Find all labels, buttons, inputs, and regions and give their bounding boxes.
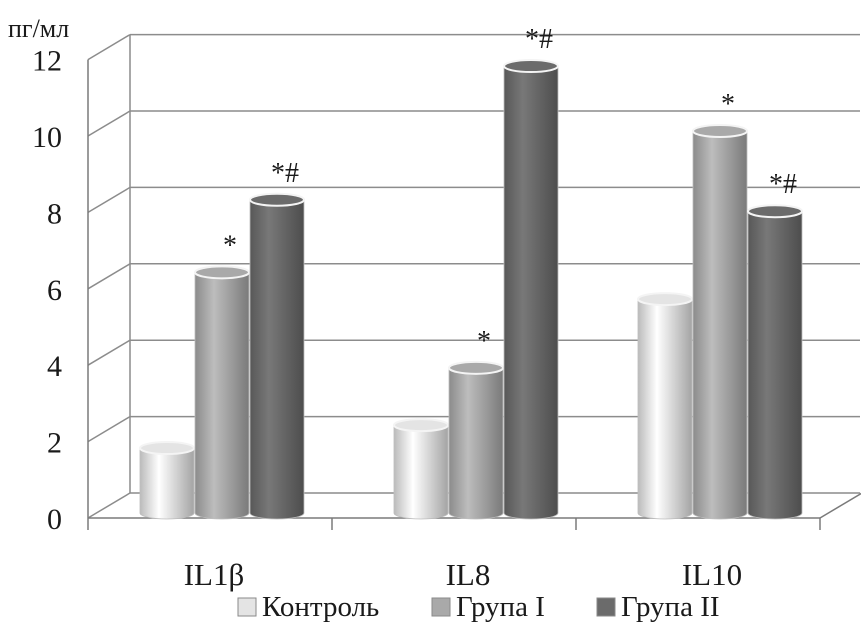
legend-swatch (596, 597, 616, 617)
bar-top-3-2 (503, 59, 559, 74)
significance-mark: * (721, 89, 735, 120)
legend: Контроль Група I Група II (237, 591, 720, 623)
bar-top-3-3 (747, 204, 803, 219)
bar-2-1 (194, 271, 250, 520)
bar-top-1-3 (637, 292, 693, 307)
significance-mark: * (477, 326, 491, 357)
gridline-side (87, 186, 131, 214)
x-axis-categories: IL1β IL8 IL10 (184, 557, 742, 592)
legend-label: Група I (456, 591, 545, 623)
y-tick-label: 2 (47, 427, 62, 460)
gridline-side (87, 263, 131, 290)
legend-label: Контроль (262, 591, 379, 623)
gridline-side (87, 339, 131, 366)
bar-1-3 (637, 298, 693, 520)
y-tick-label: 10 (32, 121, 62, 154)
bar-top-3-1 (249, 192, 305, 207)
bar-top-2-3 (692, 124, 748, 138)
significance-mark: *# (271, 158, 299, 189)
category-label: IL1β (184, 557, 245, 592)
gridline-side (87, 110, 131, 137)
bar-1-1 (139, 447, 195, 520)
gridline-side (87, 492, 131, 519)
bar-2-3 (692, 130, 748, 520)
y-tick-label: 12 (32, 45, 62, 78)
y-tick-label: 4 (47, 350, 62, 383)
significance-marks: * *# * *# * *# (223, 24, 797, 357)
bar-2-2 (448, 367, 504, 520)
legend-swatch (237, 597, 257, 617)
bars (139, 59, 803, 520)
legend-label: Група II (621, 591, 720, 623)
category-label: IL10 (682, 557, 742, 592)
bar-top-1-1 (139, 441, 195, 456)
legend-swatch (431, 597, 451, 617)
bar-3-2 (503, 65, 559, 520)
y-tick-label: 0 (47, 503, 62, 536)
y-axis-unit-label: пг/мл (8, 14, 69, 43)
bar-3-3 (747, 210, 803, 520)
significance-mark: * (223, 230, 237, 261)
floor-edge (819, 492, 861, 519)
bar-top-2-1 (194, 265, 250, 280)
category-label: IL8 (446, 557, 491, 592)
significance-mark: *# (525, 24, 553, 55)
bar-1-2 (393, 424, 449, 520)
significance-mark: *# (769, 169, 797, 200)
y-tick-label: 6 (47, 274, 62, 307)
bar-3-1 (249, 199, 305, 520)
gridline-side (87, 415, 131, 443)
bar-top-2-2 (448, 360, 504, 375)
bar-top-1-2 (393, 418, 449, 433)
y-tick-label: 8 (47, 197, 62, 230)
y-axis-ticks: 0 2 4 6 8 10 12 (32, 45, 62, 536)
gridline-side (87, 33, 131, 61)
